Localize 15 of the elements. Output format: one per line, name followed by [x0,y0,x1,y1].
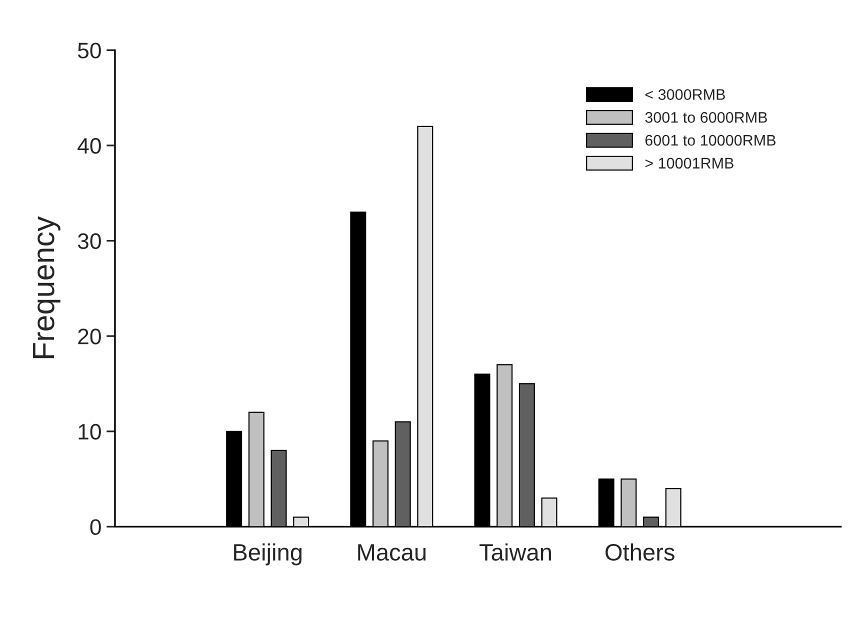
y-tick-label: 10 [78,424,101,440]
x-tick-label: Taiwan [480,543,551,561]
x-tick-label: Beijing [234,543,302,566]
y-tick-label: 30 [78,233,101,250]
legend-label: 3001 to 6000RMB [645,112,767,123]
y-tick-label: 40 [78,138,101,154]
y-tick-label: 0 [90,519,101,535]
x-tick-label: Macau [358,544,426,561]
legend-label: > 10001RMB [645,158,734,169]
y-tick-label: 20 [78,328,101,344]
legend-label: 6001 to 10000RMB [645,134,776,146]
legend-label: < 3000RMB [645,89,725,100]
y-axis-title: Frequency [33,216,60,358]
y-tick-label: 50 [78,42,101,58]
x-tick-label: Others [606,543,674,561]
